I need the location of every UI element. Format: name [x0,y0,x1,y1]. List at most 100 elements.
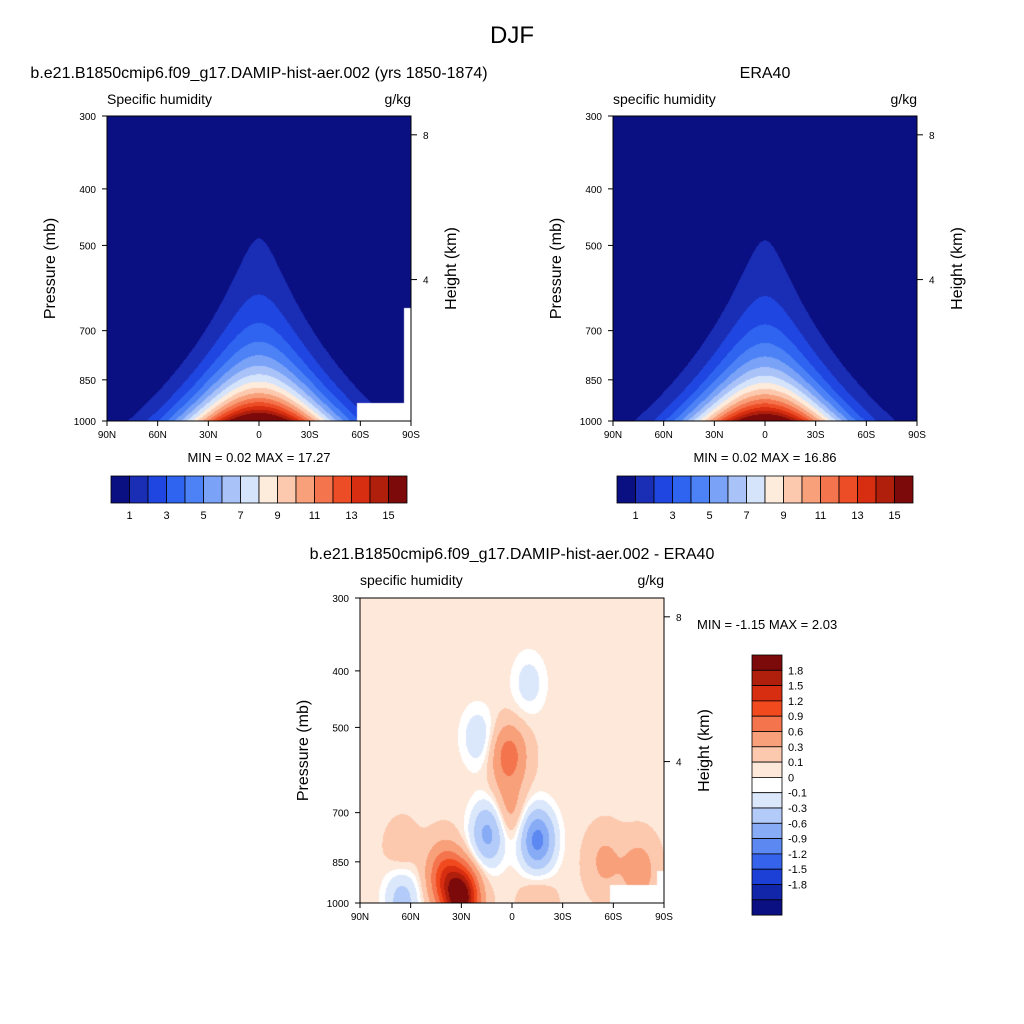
x-tick-label: 30S [554,912,572,923]
colorbar-swatch [751,685,783,702]
y-tick-label: 850 [79,376,96,387]
colorbar-swatch [351,475,371,504]
colorbar-label: -1.8 [788,880,807,892]
colorbar-label: 9 [274,510,280,522]
colorbar-swatch [221,475,241,504]
colorbar-swatch [147,475,167,504]
panel-difference: b.e21.B1850cmip6.f09_g17.DAMIP-hist-aer.… [295,546,837,923]
x-tick-label: 90S [655,912,673,923]
panel-model: b.e21.B1850cmip6.f09_g17.DAMIP-hist-aer.… [30,65,487,522]
panel-title: ERA40 [740,65,791,82]
colorbar-swatch [875,475,895,504]
colorbar-swatch [277,475,297,504]
colorbar-label: -1.2 [788,849,807,861]
colorbar-swatch [783,475,803,504]
y-tick-label: 300 [79,112,96,123]
colorbar-label: 7 [743,510,749,522]
colorbar-swatch [690,475,710,504]
colorbar-label: 15 [888,510,900,522]
panel-title: b.e21.B1850cmip6.f09_g17.DAMIP-hist-aer.… [310,546,715,563]
colorbar-swatch [616,475,636,504]
colorbar-label: 0.3 [788,742,803,754]
y-tick-label: 850 [585,376,602,387]
y-axis-label: Pressure (mb) [548,218,565,319]
y-tick-label: 400 [585,185,602,196]
colorbar-label: 3 [669,510,675,522]
colorbar-label: -1.5 [788,864,807,876]
colorbar-swatch [653,475,673,504]
colorbar-swatch [894,475,914,504]
colorbar-swatch [672,475,692,504]
colorbar-swatch [751,868,783,885]
colorbar-swatch [751,853,783,870]
colorbar-swatch [751,654,783,671]
colorbar-swatch [764,475,784,504]
colorbar-swatch [314,475,334,504]
colorbar-swatch [709,475,729,504]
y-axis-label: Pressure (mb) [42,218,59,319]
colorbar-label: 0.6 [788,727,803,739]
x-tick-label: 60N [401,912,419,923]
colorbar: 1.8 1.5 1.2 0.9 0.6 0.3 0.1 0 -0.1 -0.3 -0.6 -0.9 -1… [751,654,807,916]
colorbar-label: -0.3 [788,803,807,815]
colorbar-swatch [801,475,821,504]
x-tick-label: 0 [256,430,262,441]
y-tick-label: 1000 [580,417,603,428]
y-tick-label: 300 [585,112,602,123]
colorbar-label: 0.1 [788,757,803,769]
units-label: g/kg [891,91,917,107]
variable-label: specific humidity [613,91,716,107]
colorbar-label: 15 [382,510,394,522]
colorbar-label: 1.2 [788,696,803,708]
right-axis-label: Height (km) [443,227,460,310]
colorbar-label: 1 [632,510,638,522]
x-tick-label: 90N [351,912,369,923]
x-tick-label: 60N [654,430,672,441]
colorbar-label: 3 [163,510,169,522]
panel-title: b.e21.B1850cmip6.f09_g17.DAMIP-hist-aer.… [30,65,487,82]
x-tick-label: 90S [402,430,420,441]
colorbar-label: 7 [237,510,243,522]
stats-label: MIN = 0.02 MAX = 17.27 [187,450,330,465]
units-label: g/kg [638,572,664,588]
colorbar-swatch [751,884,783,901]
y-tick-label: 850 [332,858,349,869]
colorbar-swatch [751,777,783,794]
colorbar-swatch [332,475,352,504]
y-tick-label: 1000 [327,899,350,910]
colorbar-swatch [258,475,278,504]
x-tick-label: 60S [604,912,622,923]
y-tick-label: 400 [332,667,349,678]
colorbar-swatch [857,475,877,504]
colorbar-label: 13 [345,510,357,522]
colorbar-label: 5 [200,510,206,522]
stats-label: MIN = -1.15 MAX = 2.03 [697,617,837,632]
colorbar-label: 1.8 [788,665,803,677]
height-tick-label: 4 [423,276,429,287]
colorbar-swatch [388,475,408,504]
x-tick-label: 60N [148,430,166,441]
contour-plot: 90N 60N 30N 0 30S 60S 90S 300 400 500 700 850 1000 8 4… [295,594,713,923]
colorbar-label: 1 [126,510,132,522]
y-tick-label: 500 [585,241,602,252]
colorbar-swatch [166,475,186,504]
colorbar-label: 0 [788,772,794,784]
right-axis-label: Height (km) [696,709,713,792]
height-tick-label: 8 [676,613,682,624]
colorbar-swatch [203,475,223,504]
colorbar-swatch [838,475,858,504]
stats-label: MIN = 0.02 MAX = 16.86 [693,450,836,465]
colorbar-label: -0.1 [788,788,807,800]
contour-plot: 90N 60N 30N 0 30S 60S 90S 300 400 500 700 850 1000 8 4… [548,112,966,441]
colorbar-swatch [110,475,130,504]
colorbar-swatch [751,838,783,855]
y-tick-label: 500 [332,723,349,734]
x-tick-label: 30N [452,912,470,923]
colorbar-label: 5 [706,510,712,522]
x-tick-label: 0 [762,430,768,441]
x-tick-label: 30S [807,430,825,441]
colorbar-swatch [751,822,783,839]
colorbar-swatch [746,475,766,504]
colorbar-swatch [751,761,783,778]
